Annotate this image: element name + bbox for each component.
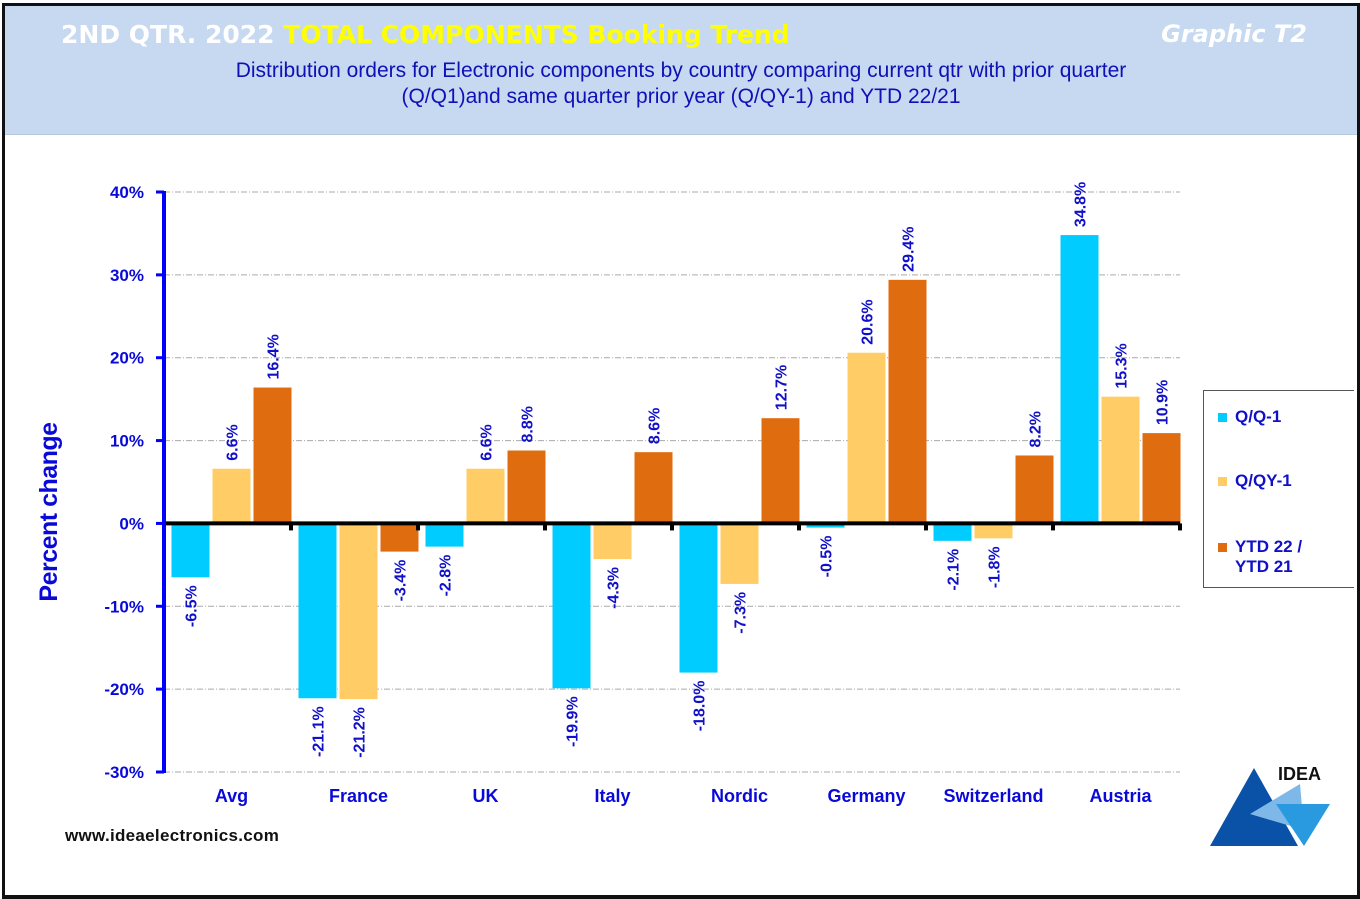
bar-ytd-22-ytd-21-nordic (761, 418, 800, 524)
y-tick-label: 40% (110, 183, 144, 202)
data-label: -2.8% (438, 555, 455, 597)
x-tick-label: France (329, 786, 388, 806)
x-tick-label: Italy (594, 786, 630, 806)
bar-q-qy-1-avg (212, 468, 251, 524)
x-tick-label: Nordic (711, 786, 768, 806)
bar-q-qy-1-france (339, 523, 378, 700)
x-tick-label: Austria (1089, 786, 1152, 806)
idea-logo: IDEA (1210, 764, 1330, 846)
subtitle-line-2: (Q/Q1)and same quarter prior year (Q/QY-… (401, 85, 961, 108)
logo-large-triangle-icon (1210, 768, 1298, 846)
header-banner: 2ND QTR. 2022 TOTAL COMPONENTS Booking T… (5, 6, 1357, 135)
data-label: -19.9% (565, 696, 582, 747)
data-label: -21.2% (352, 707, 369, 758)
legend-label-ytd-line1: YTD 22 / (1235, 537, 1303, 556)
bar-q-q-1-nordic (679, 523, 718, 673)
data-label: -0.5% (819, 536, 836, 578)
legend-label-ytd: YTD 22 / YTD 21 (1235, 537, 1302, 577)
data-label: 10.9% (1155, 380, 1172, 425)
legend-label-qqy1: Q/QY-1 (1235, 471, 1292, 490)
data-labels: -6.5% 6.6% 16.4% -21.1% -21.2% -3.4% -2.8% 6.6%… (184, 182, 1172, 758)
legend-label-ytd-line2: YTD 21 (1235, 557, 1293, 576)
y-axis-title: Percent change (35, 422, 63, 602)
bar-q-qy-1-germany (847, 352, 886, 524)
legend-swatch-qq1 (1218, 413, 1227, 422)
y-tick-label: -30% (104, 763, 144, 782)
bar-q-q-1-uk (425, 523, 464, 547)
website-link[interactable]: www.ideaelectronics.com (65, 826, 280, 845)
data-label: -1.8% (987, 546, 1004, 588)
legend-swatch-ytd (1218, 543, 1227, 552)
bar-ytd-22-ytd-21-switzerland (1015, 455, 1054, 524)
bar-ytd-22-ytd-21-avg (253, 387, 292, 524)
logo-mid-triangle-icon (1276, 804, 1330, 846)
legend-item-ytd: YTD 22 / YTD 21 (1218, 537, 1302, 577)
data-label: 6.6% (225, 424, 242, 460)
data-label: -21.1% (311, 706, 328, 757)
data-label: 8.6% (647, 408, 664, 444)
bar-q-q-1-france (298, 523, 337, 699)
data-label: 6.6% (479, 424, 496, 460)
bar-ytd-22-ytd-21-austria (1142, 433, 1181, 524)
legend-label-qq1: Q/Q-1 (1235, 407, 1282, 426)
y-tick-label: -20% (104, 680, 144, 699)
bar-q-q-1-switzerland (933, 523, 972, 541)
y-tick-label: 0% (119, 514, 144, 533)
x-tick-label: UK (473, 786, 499, 806)
bar-q-qy-1-nordic (720, 523, 759, 584)
data-label: -7.3% (733, 592, 750, 634)
bar-q-qy-1-austria (1101, 396, 1140, 524)
data-label: 29.4% (901, 226, 918, 271)
y-tick-label: 30% (110, 266, 144, 285)
y-tick-label: -10% (104, 597, 144, 616)
data-label: 16.4% (266, 334, 283, 379)
bar-q-qy-1-switzerland (974, 523, 1013, 539)
bar-ytd-22-ytd-21-germany (888, 279, 927, 524)
data-label: -3.4% (393, 560, 410, 602)
title-period: 2ND QTR. 2022 (61, 20, 284, 49)
chart-title: 2ND QTR. 2022 TOTAL COMPONENTS Booking T… (61, 20, 790, 49)
chart-subtitle: Distribution orders for Electronic compo… (5, 58, 1357, 110)
y-tick-label: 10% (110, 432, 144, 451)
bar-q-qy-1-italy (593, 523, 632, 560)
data-label: 8.8% (520, 406, 537, 442)
data-label: -6.5% (184, 585, 201, 627)
data-label: 34.8% (1073, 182, 1090, 227)
data-label: -18.0% (692, 681, 709, 732)
x-tick-label: Avg (215, 786, 248, 806)
legend-item-qq1: Q/Q-1 (1218, 407, 1281, 427)
bar-q-qy-1-uk (466, 468, 505, 524)
bar-q-q-1-avg (171, 523, 210, 578)
x-tick-label: Germany (827, 786, 905, 806)
graphic-id: Graphic T2 (1161, 20, 1307, 48)
logo-text: IDEA (1278, 764, 1321, 784)
bars (171, 235, 1181, 700)
data-label: 15.3% (1114, 343, 1131, 388)
data-label: -4.3% (606, 567, 623, 609)
legend-swatch-qqy1 (1218, 477, 1227, 486)
data-label: 8.2% (1028, 411, 1045, 447)
bar-ytd-22-ytd-21-france (380, 523, 419, 552)
data-label: 12.7% (774, 365, 791, 410)
subtitle-line-1: Distribution orders for Electronic compo… (235, 59, 1127, 82)
data-label: 20.6% (860, 299, 877, 344)
bar-q-q-1-germany (806, 523, 845, 528)
legend: Q/Q-1 Q/QY-1 YTD 22 / YTD 21 (1203, 390, 1354, 588)
data-label: -2.1% (946, 549, 963, 591)
legend-item-qqy1: Q/QY-1 (1218, 471, 1292, 491)
bar-q-q-1-italy (552, 523, 591, 689)
x-tick-label: Switzerland (943, 786, 1043, 806)
y-tick-label: 20% (110, 349, 144, 368)
title-subject: TOTAL COMPONENTS Booking Trend (283, 20, 790, 49)
bar-ytd-22-ytd-21-uk (507, 450, 546, 524)
bar-q-q-1-austria (1060, 235, 1099, 524)
bar-ytd-22-ytd-21-italy (634, 452, 673, 524)
axes: -30% -20% -10% 0% 10% 20% 30% 40% Avg France UK Ita… (104, 183, 1182, 806)
